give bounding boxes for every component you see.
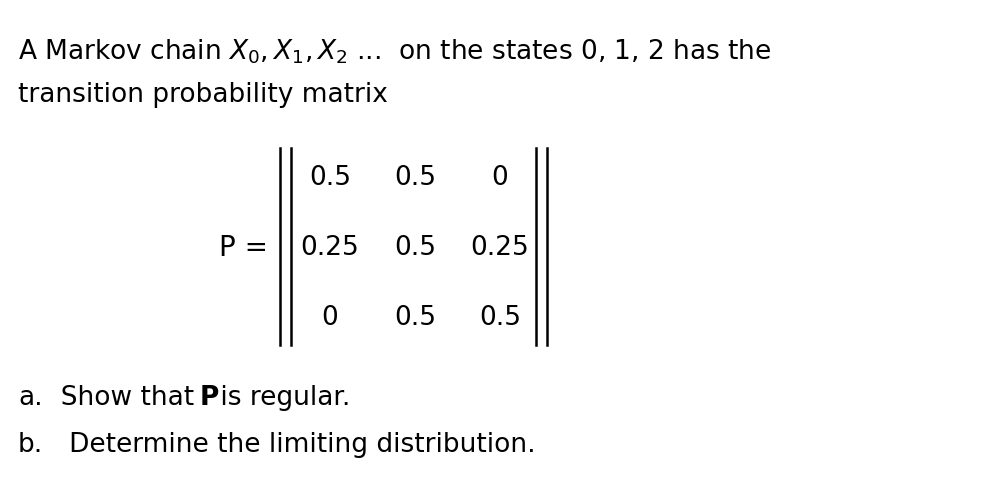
Text: 0.5: 0.5	[394, 305, 436, 331]
Text: P =: P =	[219, 234, 268, 262]
Text: 0.25: 0.25	[301, 235, 359, 261]
Text: A Markov chain $X_0, X_1, X_2$ ...  on the states 0, 1, 2 has the: A Markov chain $X_0, X_1, X_2$ ... on th…	[18, 38, 771, 67]
Text: 0.25: 0.25	[470, 235, 529, 261]
Text: 0.5: 0.5	[479, 305, 521, 331]
Text: 0: 0	[492, 165, 509, 191]
Text: transition probability matrix: transition probability matrix	[18, 82, 387, 108]
Text: 0.5: 0.5	[309, 165, 351, 191]
Text: b.: b.	[18, 432, 43, 458]
Text: 0: 0	[321, 305, 338, 331]
Text: P: P	[200, 385, 219, 411]
Text: Show that: Show that	[44, 385, 202, 411]
Text: is regular.: is regular.	[212, 385, 350, 411]
Text: a.: a.	[18, 385, 42, 411]
Text: Determine the limiting distribution.: Determine the limiting distribution.	[44, 432, 535, 458]
Text: 0.5: 0.5	[394, 235, 436, 261]
Text: 0.5: 0.5	[394, 165, 436, 191]
